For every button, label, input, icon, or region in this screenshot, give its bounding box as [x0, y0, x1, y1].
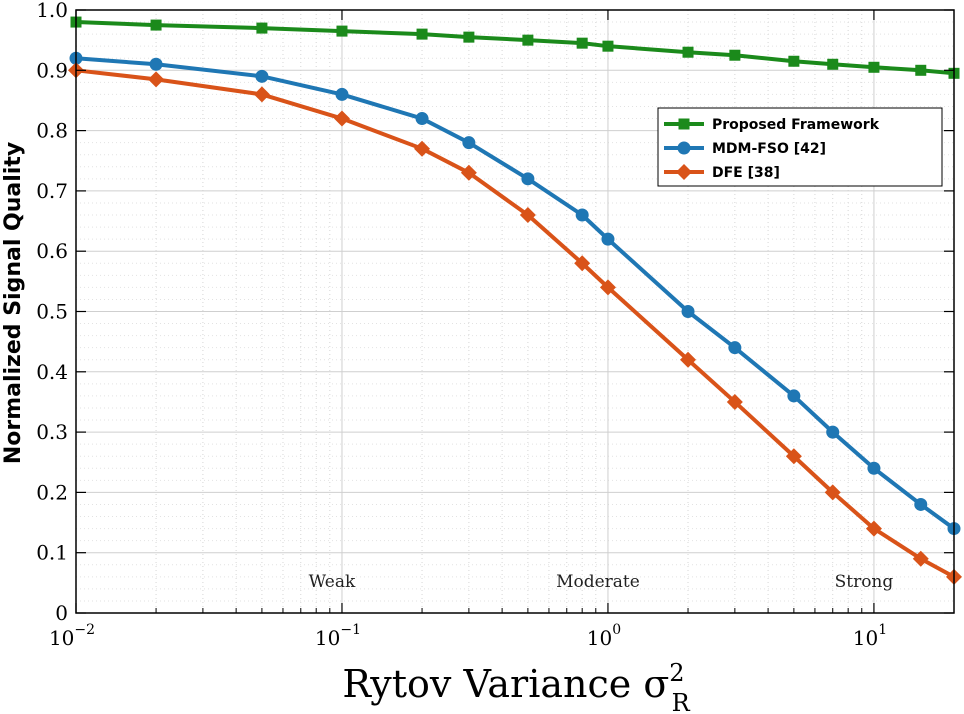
data-point	[868, 61, 880, 73]
legend-label: MDM-FSO [42]	[712, 141, 826, 157]
y-tick-label: 0.9	[36, 58, 68, 82]
legend-marker	[676, 164, 692, 180]
legend-label: DFE [38]	[712, 165, 780, 181]
data-point	[599, 279, 616, 296]
x-tick-label: 100	[587, 622, 621, 650]
data-point	[150, 19, 162, 31]
data-point	[463, 31, 475, 43]
series-line	[75, 56, 956, 531]
series-line	[75, 68, 955, 579]
y-tick-label: 0.5	[36, 300, 68, 324]
x-tick-label-base: 10	[853, 626, 878, 650]
y-axis-label: Normalized Signal Quality	[1, 142, 26, 464]
major-grid	[75, 9, 954, 614]
x-tick-label-base: 10	[49, 626, 74, 650]
data-point	[682, 46, 694, 58]
x-axis-label-superscript: 2	[669, 659, 684, 687]
data-point	[824, 484, 841, 501]
x-tick-label-exponent: −1	[340, 622, 361, 638]
axis-ticks	[75, 9, 955, 614]
legend: Proposed Framework MDM-FSO [42] DFE [38]	[657, 107, 943, 187]
data-point	[601, 232, 615, 246]
x-tick-label-exponent: 0	[612, 622, 621, 638]
data-point	[416, 28, 428, 40]
data-point	[255, 69, 269, 83]
series-line	[75, 20, 955, 76]
y-tick-label: 0.7	[36, 179, 68, 203]
data-point	[788, 55, 800, 67]
data-point	[414, 140, 431, 157]
data-point	[575, 208, 589, 222]
y-tick-label: 0.1	[36, 541, 68, 565]
series-layer	[68, 16, 962, 585]
data-point	[333, 110, 350, 127]
data-point	[787, 389, 801, 403]
legend-marker	[678, 118, 690, 130]
y-tick-label: 0	[55, 601, 68, 625]
x-tick-label: 10−1	[315, 622, 361, 650]
data-point	[729, 49, 741, 61]
data-point	[680, 351, 697, 368]
data-point	[865, 520, 882, 537]
regime-annotation: Strong	[835, 572, 894, 592]
x-axis-label-main: Rytov Variance σ	[342, 662, 669, 706]
data-point	[726, 393, 743, 410]
series-1	[69, 51, 961, 536]
data-point	[681, 305, 695, 318]
data-point	[915, 64, 927, 76]
data-point	[867, 461, 881, 475]
data-point	[522, 34, 534, 46]
x-tick-label-base: 10	[315, 626, 340, 650]
y-tick-label: 0.2	[36, 480, 68, 504]
data-point	[602, 40, 614, 52]
annotations: Weak Moderate Strong	[309, 572, 894, 592]
y-tick-label: 0.6	[36, 239, 68, 263]
regime-annotation: Weak	[309, 572, 356, 592]
data-point	[462, 136, 476, 150]
x-tick-label: 101	[853, 622, 887, 650]
x-axis-label-subscript: R	[672, 689, 691, 714]
x-tick-label-base: 10	[587, 626, 612, 650]
y-tick-label: 1.0	[36, 0, 68, 22]
series-2	[68, 62, 962, 585]
data-point	[827, 58, 839, 70]
data-point	[576, 37, 588, 49]
data-point	[519, 207, 536, 224]
data-point	[253, 86, 270, 103]
x-axis-label: Rytov Variance σ2 R	[342, 659, 690, 714]
data-point	[912, 550, 929, 567]
data-point	[335, 87, 349, 101]
data-point	[574, 255, 591, 272]
legend-marker	[677, 141, 691, 155]
y-tick-label: 0.3	[36, 420, 68, 444]
y-tick-label: 0.4	[36, 360, 68, 384]
regime-annotation: Moderate	[556, 572, 640, 592]
data-point	[914, 497, 928, 511]
data-point	[728, 341, 742, 355]
data-point	[826, 425, 840, 439]
y-tick-labels: 0 0.1 0.2 0.3 0.4 0.5 0.6 0.7 0.8 0.9 1.0	[36, 0, 68, 625]
data-point	[521, 172, 535, 186]
data-point	[149, 57, 163, 71]
x-tick-label: 10−2	[49, 622, 95, 650]
data-point	[415, 112, 429, 126]
legend-label: Proposed Framework	[712, 117, 880, 133]
y-tick-label: 0.8	[36, 119, 68, 143]
x-tick-label-exponent: 1	[878, 622, 887, 638]
data-point	[256, 22, 268, 34]
data-point	[336, 25, 348, 37]
data-point	[785, 448, 802, 465]
data-point	[148, 71, 165, 88]
x-tick-labels: 10−2 10−1 100 101	[49, 622, 887, 650]
data-point	[460, 164, 477, 181]
x-tick-label-exponent: −2	[74, 622, 95, 638]
